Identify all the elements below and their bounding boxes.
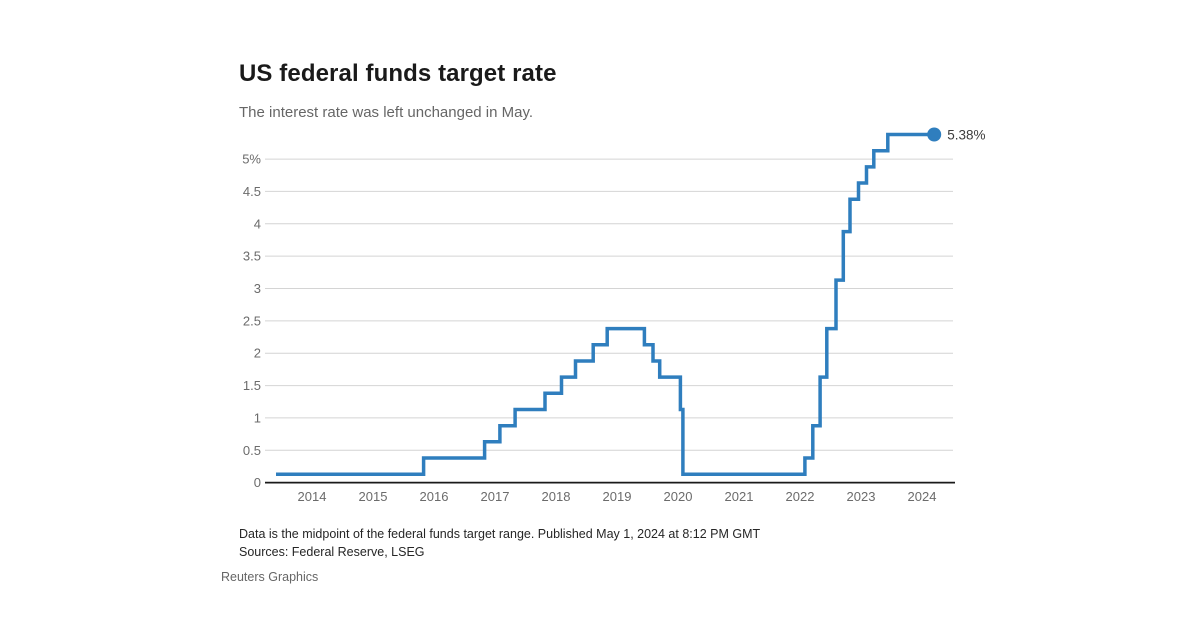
y-tick-label: 3: [254, 281, 261, 296]
x-tick-label: 2022: [786, 489, 815, 504]
y-tick-label: 2: [254, 346, 261, 361]
y-tick-label: 3.5: [243, 249, 261, 264]
y-tick-label: 2.5: [243, 313, 261, 328]
latest-value-label: 5.38%: [947, 128, 985, 143]
x-axis-tick-labels: 2014 2015 2016 2017 2018 2019 2020 2021 2022 2023…: [298, 489, 937, 504]
reuters-graphics-credit: Reuters Graphics: [221, 570, 319, 584]
y-tick-label: 1: [254, 410, 261, 425]
gridlines: [265, 158, 955, 484]
x-tick-label: 2019: [603, 489, 632, 504]
x-tick-label: 2016: [420, 489, 449, 504]
chart-subtitle: The interest rate was left unchanged in …: [239, 104, 534, 121]
x-tick-label: 2020: [664, 489, 693, 504]
x-tick-label: 2015: [359, 489, 388, 504]
y-tick-label: 0.5: [243, 443, 261, 458]
x-tick-label: 2021: [725, 489, 754, 504]
y-tick-label: 0: [254, 475, 261, 490]
y-tick-label: 4: [254, 216, 261, 231]
y-tick-label: 5%: [242, 152, 261, 167]
x-tick-label: 2017: [481, 489, 510, 504]
x-tick-label: 2018: [542, 489, 571, 504]
chart-sources: Sources: Federal Reserve, LSEG: [239, 545, 425, 559]
x-tick-label: 2024: [908, 489, 937, 504]
x-tick-label: 2014: [298, 489, 327, 504]
x-tick-label: 2023: [847, 489, 876, 504]
y-tick-label: 1.5: [243, 378, 261, 393]
rate-step-line: [276, 132, 935, 476]
y-tick-label: 4.5: [243, 184, 261, 199]
chart-footnote: Data is the midpoint of the federal fund…: [239, 527, 761, 541]
chart-title: US federal funds target rate: [239, 60, 557, 88]
y-axis-tick-labels: 0 0.5 1 1.5 2 2.5 3 3.5 4 4.5 5%: [242, 152, 261, 491]
latest-value-dot: [927, 127, 942, 142]
